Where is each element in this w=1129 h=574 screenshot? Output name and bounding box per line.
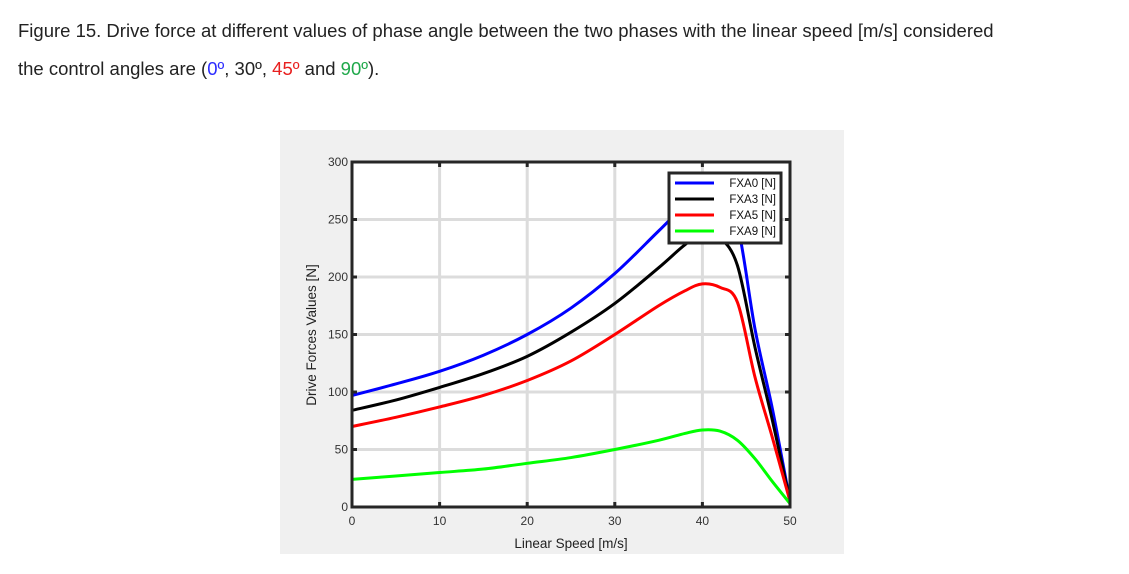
figure-panel: 0 10 20 30 40 50 0 50 100 150 200 250 300 FXA0 [N] FX… [280,130,844,554]
x-tick-label: 10 [433,514,447,528]
y-tick-label: 50 [335,443,349,457]
x-tick-label: 20 [521,514,535,528]
y-axis-label: Drive Forces Values [N] [304,264,319,406]
y-tick-label: 300 [328,155,348,169]
angle-30: 30º [234,58,262,79]
series-line-1 [351,232,792,502]
series-line-3 [351,428,792,505]
x-tick-label: 50 [783,514,797,528]
y-tick-label: 100 [328,385,348,399]
x-tick-label: 0 [349,514,356,528]
legend-label: FXA3 [N] [729,194,776,206]
angle-90: 90º [340,58,369,79]
x-tick-label: 30 [608,514,622,528]
suffix: ). [368,58,380,79]
caption-prefix: the control angles are ( [18,58,208,79]
axes-frame [350,160,792,509]
legend: FXA0 [N] FXA3 [N] FXA5 [N] FXA9 [N] [667,171,783,245]
x-tick-label: 40 [696,514,710,528]
y-tick-label: 150 [328,328,348,342]
legend-label: FXA5 [N] [729,210,776,222]
x-axis-label: Linear Speed [m/s] [514,536,627,551]
figure-caption-line-2: the control angles are (0º, 30º, 45º and… [18,58,379,80]
y-tick-label: 200 [328,270,348,284]
series-line-2 [351,282,792,502]
and-text: and [299,58,341,79]
figure-caption-line-1: Figure 15. Drive force at different valu… [18,20,994,42]
y-tick-label: 0 [341,500,348,514]
legend-label: FXA0 [N] [729,178,776,190]
caption-text: Drive force at different values of phase… [101,20,994,41]
y-tick-label: 250 [328,213,348,227]
sep: , [224,58,235,79]
sep: , [261,58,273,79]
angle-45: 45º [272,58,300,79]
angle-0: 0º [207,58,225,79]
figure-label: Figure 15. [18,20,102,41]
legend-label: FXA9 [N] [729,226,776,238]
